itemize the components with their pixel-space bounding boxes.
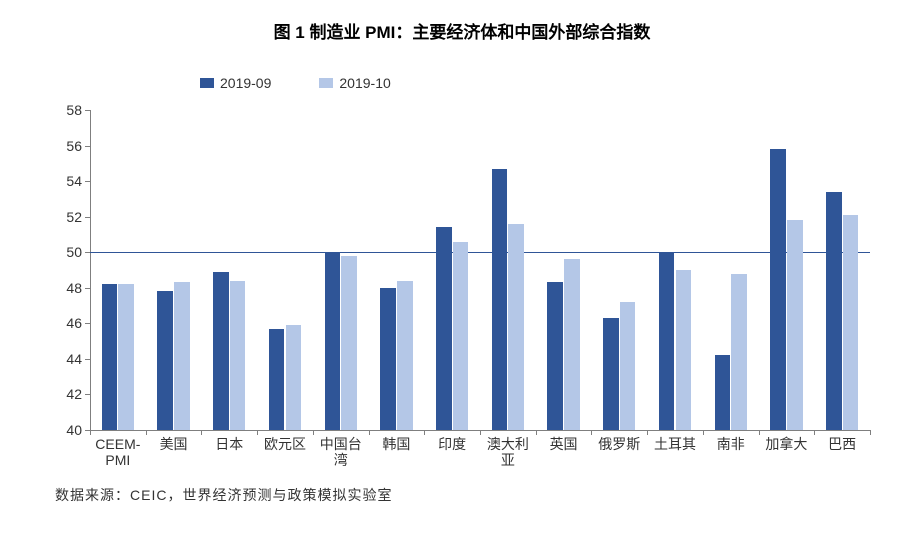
x-tick-label: 美国 bbox=[160, 430, 188, 452]
bar bbox=[659, 252, 675, 430]
x-tick-mark bbox=[424, 430, 425, 435]
bar bbox=[118, 284, 134, 430]
legend-label-1: 2019-10 bbox=[339, 75, 390, 91]
bar bbox=[380, 288, 396, 430]
bar bbox=[341, 256, 357, 430]
bar bbox=[157, 291, 173, 430]
x-tick-label: 中国台 湾 bbox=[320, 430, 362, 468]
bar bbox=[102, 284, 118, 430]
bar bbox=[603, 318, 619, 430]
x-tick-mark bbox=[201, 430, 202, 435]
x-tick-mark bbox=[647, 430, 648, 435]
x-tick-mark bbox=[146, 430, 147, 435]
bar bbox=[731, 274, 747, 430]
legend-label-0: 2019-09 bbox=[220, 75, 271, 91]
reference-line-50 bbox=[90, 252, 870, 253]
chart-plot-area: 40424446485052545658CEEM- PMI美国日本欧元区中国台 … bbox=[90, 110, 870, 430]
data-source: 数据来源：CEIC，世界经济预测与政策模拟实验室 bbox=[55, 485, 392, 505]
x-tick-label: 俄罗斯 bbox=[598, 430, 640, 452]
legend-item-1: 2019-10 bbox=[319, 75, 390, 91]
x-tick-mark bbox=[257, 430, 258, 435]
bar bbox=[436, 227, 452, 430]
x-tick-mark bbox=[814, 430, 815, 435]
bar bbox=[843, 215, 859, 430]
x-tick-label: 韩国 bbox=[382, 430, 410, 452]
legend: 2019-09 2019-10 bbox=[200, 75, 391, 91]
x-tick-label: 印度 bbox=[438, 430, 466, 452]
bar bbox=[770, 149, 786, 430]
x-tick-mark bbox=[313, 430, 314, 435]
y-tick-mark bbox=[85, 288, 90, 289]
bar bbox=[213, 272, 229, 430]
bar bbox=[508, 224, 524, 430]
x-tick-label: 南非 bbox=[717, 430, 745, 452]
y-tick-mark bbox=[85, 359, 90, 360]
legend-item-0: 2019-09 bbox=[200, 75, 271, 91]
x-tick-label: 澳大利 亚 bbox=[487, 430, 529, 468]
bar bbox=[174, 282, 190, 430]
bar bbox=[269, 329, 285, 430]
x-tick-label: 英国 bbox=[550, 430, 578, 452]
y-tick-mark bbox=[85, 394, 90, 395]
x-tick-mark bbox=[870, 430, 871, 435]
bar bbox=[397, 281, 413, 430]
bar bbox=[564, 259, 580, 430]
x-tick-label: CEEM- PMI bbox=[95, 430, 140, 468]
legend-swatch-0 bbox=[200, 78, 214, 88]
bar bbox=[286, 325, 302, 430]
bar bbox=[230, 281, 246, 430]
x-tick-label: 欧元区 bbox=[264, 430, 306, 452]
bar bbox=[715, 355, 731, 430]
bar bbox=[453, 242, 469, 430]
y-tick-mark bbox=[85, 217, 90, 218]
x-tick-mark bbox=[759, 430, 760, 435]
x-tick-mark bbox=[480, 430, 481, 435]
y-tick-mark bbox=[85, 146, 90, 147]
x-tick-mark bbox=[591, 430, 592, 435]
y-tick-mark bbox=[85, 181, 90, 182]
y-tick-mark bbox=[85, 323, 90, 324]
bar bbox=[620, 302, 636, 430]
legend-swatch-1 bbox=[319, 78, 333, 88]
chart-title: 图 1 制造业 PMI：主要经济体和中国外部综合指数 bbox=[0, 0, 924, 43]
x-tick-label: 加拿大 bbox=[765, 430, 807, 452]
x-tick-mark bbox=[536, 430, 537, 435]
x-tick-mark bbox=[369, 430, 370, 435]
y-axis bbox=[90, 110, 91, 430]
bar bbox=[676, 270, 692, 430]
bar bbox=[826, 192, 842, 430]
bar bbox=[547, 282, 563, 430]
x-tick-label: 巴西 bbox=[828, 430, 856, 452]
x-tick-mark bbox=[90, 430, 91, 435]
bar bbox=[325, 252, 341, 430]
x-tick-mark bbox=[703, 430, 704, 435]
y-tick-mark bbox=[85, 110, 90, 111]
bar bbox=[492, 169, 508, 430]
bar bbox=[787, 220, 803, 430]
x-tick-label: 日本 bbox=[215, 430, 243, 452]
x-tick-label: 土耳其 bbox=[654, 430, 696, 452]
